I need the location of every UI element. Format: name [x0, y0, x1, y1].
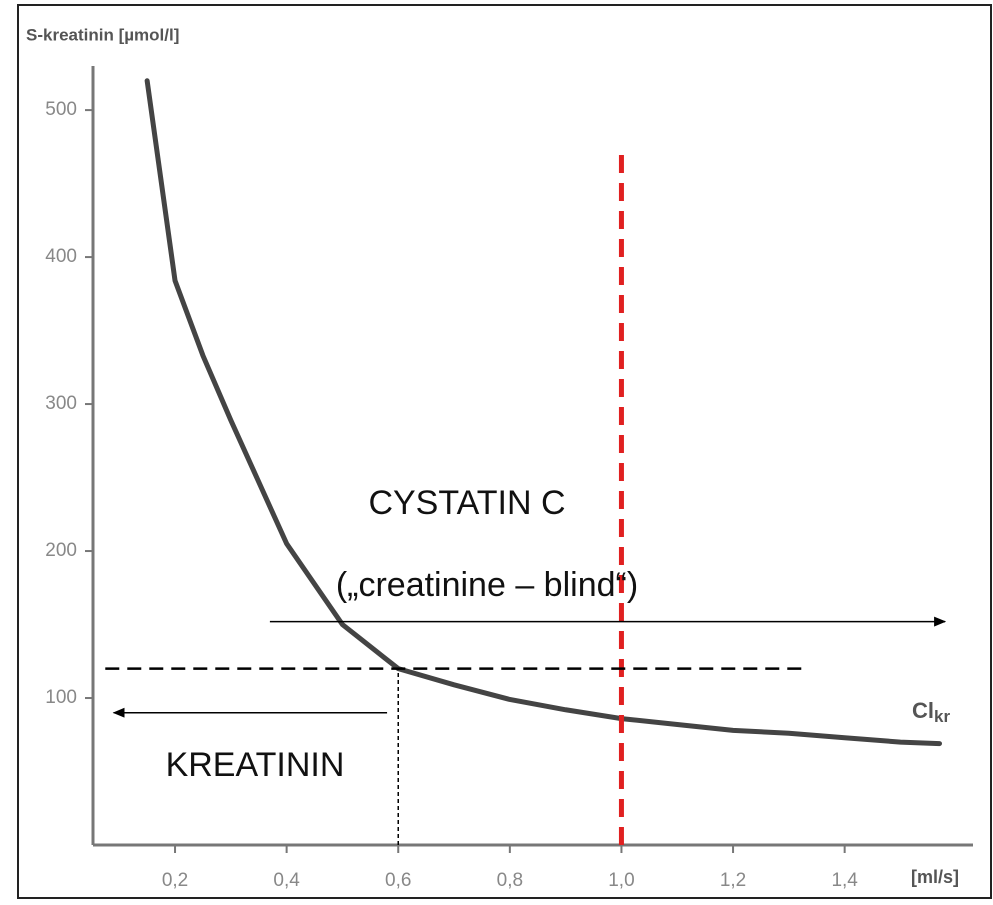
- curve-label-sub: kr: [934, 707, 950, 726]
- x-tick-label: 0,6: [385, 870, 411, 891]
- x-tick-label: 1,0: [608, 870, 634, 891]
- y-tick-label: 400: [45, 246, 77, 267]
- curve: [144, 78, 943, 747]
- x-tick-label: 1,4: [831, 870, 858, 891]
- annotation: („creatinine – blind“): [336, 566, 638, 604]
- x-tick-label: 1,2: [720, 870, 746, 891]
- y-axis-title: S-kreatinin [µmol/l]: [26, 25, 179, 44]
- y-tick-label: 300: [45, 393, 77, 414]
- y-tick-label: 100: [45, 687, 77, 708]
- x-tick-label: 0,8: [497, 870, 523, 891]
- y-tick-label: 200: [45, 540, 77, 561]
- x-tick-label: 0,4: [273, 870, 300, 891]
- annotation: KREATININ: [166, 746, 345, 784]
- y-tick-label: 500: [45, 99, 77, 120]
- frame: [17, 4, 992, 899]
- x-tick-label: 0,2: [162, 870, 188, 891]
- x-axis-title: [ml/s]: [911, 867, 959, 887]
- curve-label-main: Cl: [912, 698, 934, 723]
- curve-label: Clkr: [912, 698, 950, 727]
- annotation: CYSTATIN C: [368, 484, 565, 522]
